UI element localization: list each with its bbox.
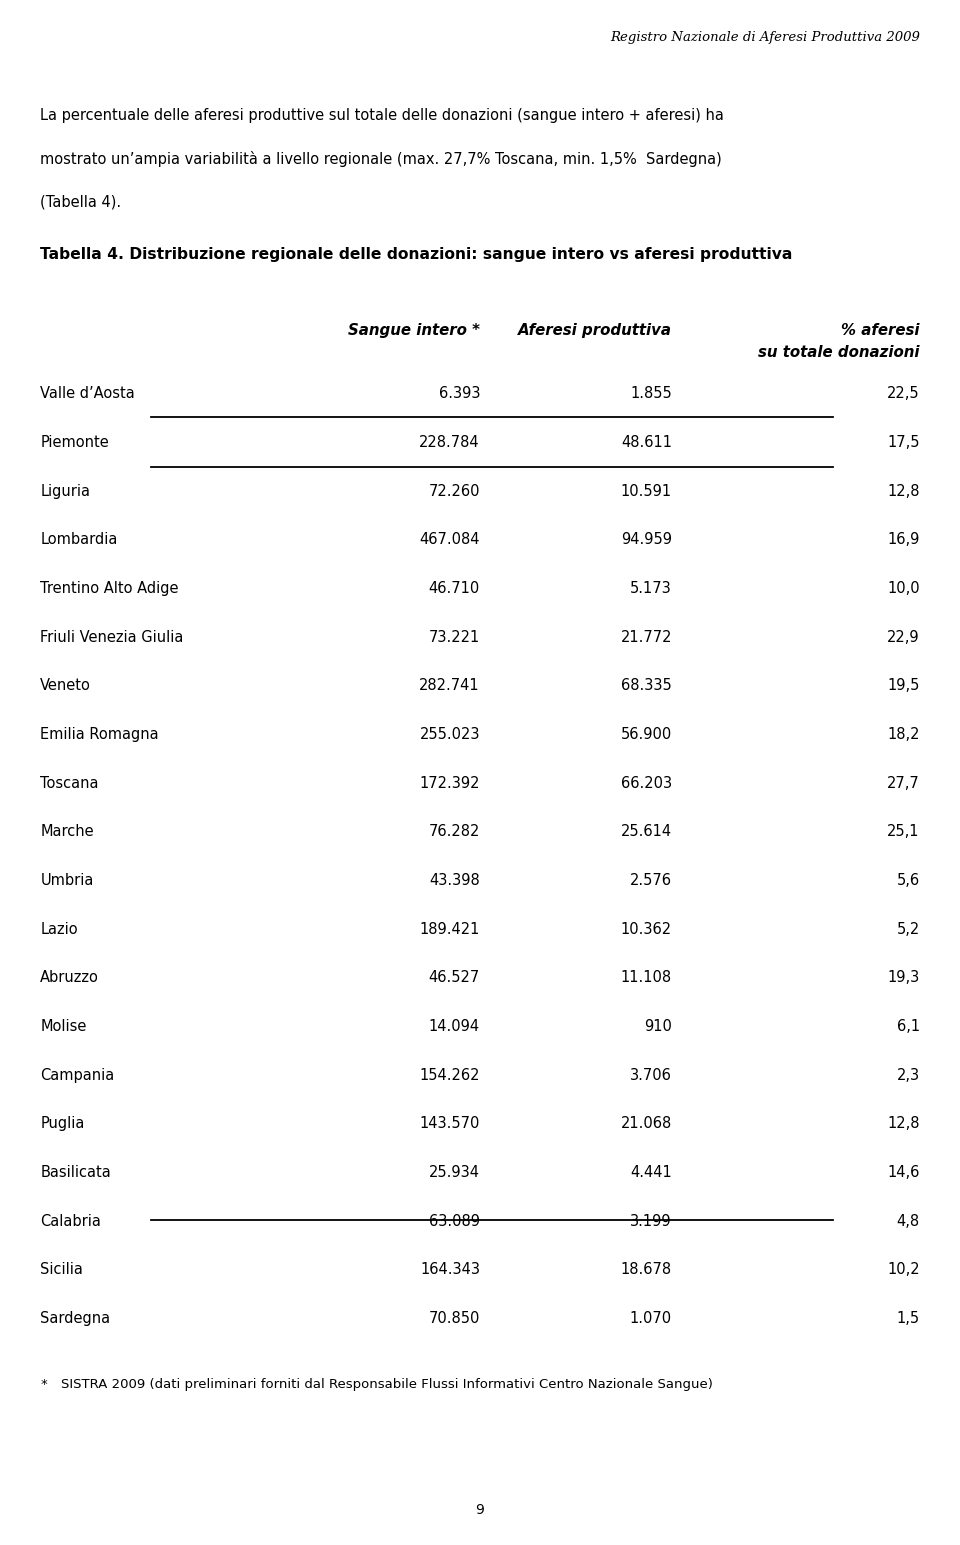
Text: 10,2: 10,2 [887, 1262, 920, 1278]
Text: 72.260: 72.260 [428, 484, 480, 499]
Text: Piemonte: Piemonte [40, 436, 109, 450]
Text: 154.262: 154.262 [420, 1068, 480, 1083]
Text: Friuli Venezia Giulia: Friuli Venezia Giulia [40, 630, 183, 644]
Text: 21.068: 21.068 [621, 1117, 672, 1131]
Text: 5.173: 5.173 [631, 581, 672, 596]
Text: Veneto: Veneto [40, 678, 91, 694]
Text: La percentuale delle aferesi produttive sul totale delle donazioni (sangue inter: La percentuale delle aferesi produttive … [40, 108, 724, 124]
Text: 10,0: 10,0 [887, 581, 920, 596]
Text: 66.203: 66.203 [621, 776, 672, 791]
Text: 46.527: 46.527 [429, 970, 480, 986]
Text: 46.710: 46.710 [429, 581, 480, 596]
Text: mostrato un’ampia variabilità a livello regionale (max. 27,7% Toscana, min. 1,5%: mostrato un’ampia variabilità a livello … [40, 151, 722, 167]
Text: Liguria: Liguria [40, 484, 90, 499]
Text: 172.392: 172.392 [420, 776, 480, 791]
Text: Abruzzo: Abruzzo [40, 970, 99, 986]
Text: 2.576: 2.576 [630, 873, 672, 888]
Text: Campania: Campania [40, 1068, 114, 1083]
Text: 9: 9 [475, 1503, 485, 1517]
Text: 467.084: 467.084 [420, 533, 480, 547]
Text: 73.221: 73.221 [429, 630, 480, 644]
Text: 68.335: 68.335 [621, 678, 672, 694]
Text: Aferesi produttiva: Aferesi produttiva [518, 323, 672, 338]
Text: Valle d’Aosta: Valle d’Aosta [40, 386, 135, 402]
Text: 18,2: 18,2 [887, 728, 920, 742]
Text: 18.678: 18.678 [621, 1262, 672, 1278]
Text: 910: 910 [644, 1020, 672, 1034]
Text: Puglia: Puglia [40, 1117, 84, 1131]
Text: su totale donazioni: su totale donazioni [758, 345, 920, 360]
Text: Toscana: Toscana [40, 776, 99, 791]
Text: 10.591: 10.591 [621, 484, 672, 499]
Text: 5,6: 5,6 [897, 873, 920, 888]
Text: Tabella 4. Distribuzione regionale delle donazioni: sangue intero vs aferesi pro: Tabella 4. Distribuzione regionale delle… [40, 247, 793, 263]
Text: 48.611: 48.611 [621, 436, 672, 450]
Text: 10.362: 10.362 [621, 922, 672, 936]
Text: 12,8: 12,8 [887, 1117, 920, 1131]
Text: 1,5: 1,5 [897, 1312, 920, 1326]
Text: 63.089: 63.089 [429, 1214, 480, 1228]
Text: 4,8: 4,8 [897, 1214, 920, 1228]
Text: 6.393: 6.393 [439, 386, 480, 402]
Text: 11.108: 11.108 [621, 970, 672, 986]
Text: Registro Nazionale di Aferesi Produttiva 2009: Registro Nazionale di Aferesi Produttiva… [610, 31, 920, 43]
Text: 43.398: 43.398 [429, 873, 480, 888]
Text: Lazio: Lazio [40, 922, 78, 936]
Text: Basilicata: Basilicata [40, 1165, 111, 1180]
Text: Sardegna: Sardegna [40, 1312, 110, 1326]
Text: 1.070: 1.070 [630, 1312, 672, 1326]
Text: Marche: Marche [40, 825, 94, 839]
Text: 70.850: 70.850 [428, 1312, 480, 1326]
Text: 164.343: 164.343 [420, 1262, 480, 1278]
Text: 3.706: 3.706 [630, 1068, 672, 1083]
Text: 25,1: 25,1 [887, 825, 920, 839]
Text: 76.282: 76.282 [428, 825, 480, 839]
Text: Lombardia: Lombardia [40, 533, 118, 547]
Text: 56.900: 56.900 [621, 728, 672, 742]
Text: Umbria: Umbria [40, 873, 94, 888]
Text: 6,1: 6,1 [897, 1020, 920, 1034]
Text: 143.570: 143.570 [420, 1117, 480, 1131]
Text: (Tabella 4).: (Tabella 4). [40, 195, 122, 210]
Text: Sangue intero *: Sangue intero * [348, 323, 480, 338]
Text: 25.934: 25.934 [429, 1165, 480, 1180]
Text: Sicilia: Sicilia [40, 1262, 84, 1278]
Text: 17,5: 17,5 [887, 436, 920, 450]
Text: *: * [40, 1378, 47, 1390]
Text: 19,5: 19,5 [887, 678, 920, 694]
Text: Calabria: Calabria [40, 1214, 101, 1228]
Text: 255.023: 255.023 [420, 728, 480, 742]
Text: 2,3: 2,3 [897, 1068, 920, 1083]
Text: 14,6: 14,6 [887, 1165, 920, 1180]
Text: 27,7: 27,7 [887, 776, 920, 791]
Text: 14.094: 14.094 [429, 1020, 480, 1034]
Text: 22,9: 22,9 [887, 630, 920, 644]
Text: 21.772: 21.772 [620, 630, 672, 644]
Text: 5,2: 5,2 [897, 922, 920, 936]
Text: 25.614: 25.614 [621, 825, 672, 839]
Text: Trentino Alto Adige: Trentino Alto Adige [40, 581, 179, 596]
Text: 12,8: 12,8 [887, 484, 920, 499]
Text: 22,5: 22,5 [887, 386, 920, 402]
Text: Molise: Molise [40, 1020, 86, 1034]
Text: 189.421: 189.421 [420, 922, 480, 936]
Text: 228.784: 228.784 [420, 436, 480, 450]
Text: 16,9: 16,9 [887, 533, 920, 547]
Text: 19,3: 19,3 [887, 970, 920, 986]
Text: Emilia Romagna: Emilia Romagna [40, 728, 159, 742]
Text: 94.959: 94.959 [621, 533, 672, 547]
Text: 282.741: 282.741 [420, 678, 480, 694]
Text: 1.855: 1.855 [631, 386, 672, 402]
Text: 3.199: 3.199 [631, 1214, 672, 1228]
Text: SISTRA 2009 (dati preliminari forniti dal Responsabile Flussi Informativi Centro: SISTRA 2009 (dati preliminari forniti da… [61, 1378, 713, 1390]
Text: % aferesi: % aferesi [841, 323, 920, 338]
Text: 4.441: 4.441 [631, 1165, 672, 1180]
